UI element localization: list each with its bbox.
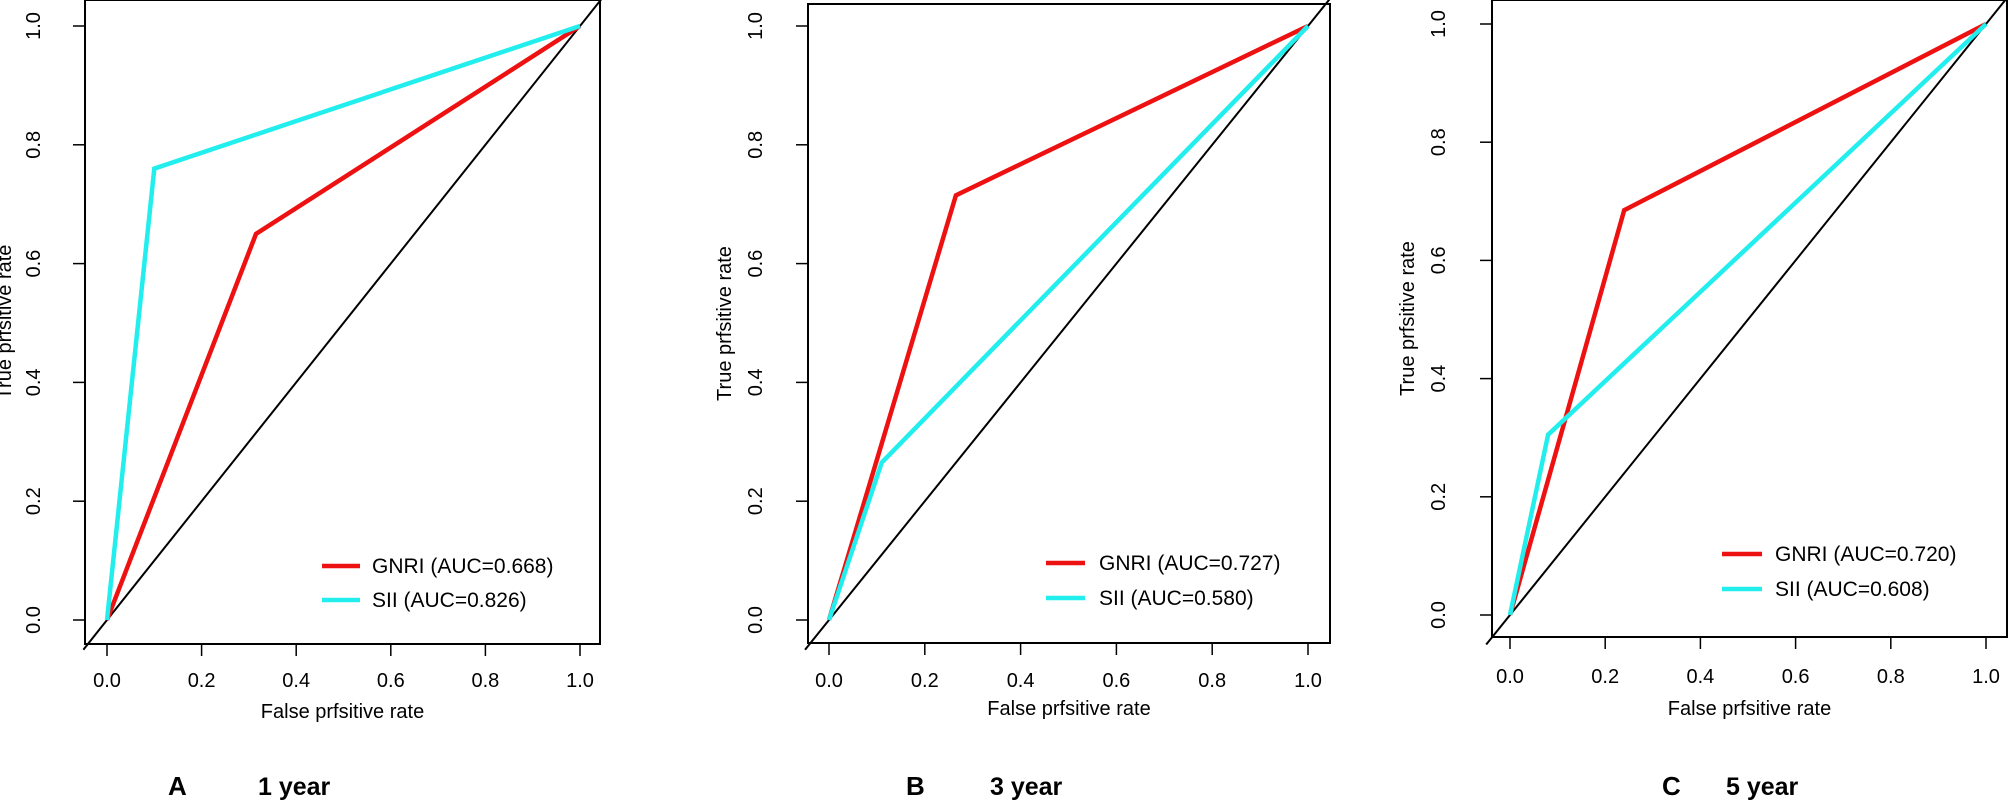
y-tick-label: 0.8 [1428,128,1450,156]
y-tick-label: 0.4 [23,368,45,396]
x-tick-label: 0.0 [93,670,121,692]
panel-caption: 5 year [1726,773,1799,801]
legend-label-sii: SII (AUC=0.580) [1099,587,1254,610]
series-line-sii [104,23,581,621]
y-tick-label: 0.2 [1428,483,1450,511]
series-line-sii [1507,22,1988,616]
plot-frame [1491,0,2008,638]
x-tick-label: 0.4 [1007,670,1035,692]
x-tick-label: 0.4 [282,670,310,692]
x-tick-label: 0.2 [911,670,939,692]
y-tick-label: 0.0 [23,606,45,634]
y-tick-label: 0.0 [1428,601,1450,629]
x-tick-label: 1.0 [566,670,594,692]
y-tick-label: 0.8 [23,131,45,159]
x-tick-label: 0.2 [188,670,216,692]
y-axis-title: True prfsitive rate [0,245,16,400]
x-axis-title: False prfsitive rate [261,701,424,723]
y-tick-label: 1.0 [23,12,45,40]
reference-diagonal-line [1485,0,2007,646]
y-tick-label: 0.6 [23,250,45,278]
y-tick-label: 0.2 [23,487,45,515]
x-tick-label: 0.6 [377,670,405,692]
legend-label-sii: SII (AUC=0.608) [1775,578,1930,601]
x-tick-label: 0.8 [471,670,499,692]
y-tick-label: 1.0 [745,12,767,40]
panel-letter: B [906,771,925,801]
series-line-gnri [104,24,582,621]
legend-label-gnri: GNRI (AUC=0.668) [372,555,553,578]
y-tick-label: 1.0 [1428,10,1450,38]
series-line-sii [826,24,1310,621]
series-line-gnri [1507,21,1988,616]
x-tick-label: 0.8 [1877,666,1905,688]
x-tick-label: 0.6 [1782,666,1810,688]
series-line-gnri [826,23,1309,621]
y-tick-label: 0.4 [1428,365,1450,393]
plot-frame [84,0,601,645]
x-tick-label: 0.2 [1591,666,1619,688]
panel-c: 0.0 0.2 0.4 0.6 0.8 1.0 0.0 0.2 0.4 0.6 0.8 1.0 Fals… [1397,0,2008,801]
x-axis-title: False prfsitive rate [987,698,1150,720]
y-tick-label: 0.2 [745,487,767,515]
panel-caption: 3 year [990,773,1063,801]
y-tick-label: 0.6 [745,250,767,278]
reference-diagonal-line [82,0,602,651]
x-axis-title: False prfsitive rate [1668,698,1831,720]
legend-label-gnri: GNRI (AUC=0.727) [1099,552,1280,575]
panel-caption: 1 year [258,773,331,801]
reference-diagonal-line [804,0,1331,651]
x-tick-label: 0.6 [1102,670,1130,692]
panel-b: 0.0 0.2 0.4 0.6 0.8 1.0 0.0 0.2 0.4 0.6 0.8 1.0 Fals… [714,0,1331,801]
panel-letter: A [168,771,187,801]
y-tick-label: 0.0 [745,606,767,634]
panel-letter: C [1662,771,1681,801]
y-axis-title: True prfsitive rate [1397,241,1419,396]
x-tick-label: 0.0 [815,670,843,692]
y-axis-title: True prfsitive rate [714,246,736,401]
x-tick-label: 0.8 [1198,670,1226,692]
y-tick-label: 0.6 [1428,246,1450,274]
y-tick-label: 0.8 [745,131,767,159]
x-tick-label: 1.0 [1294,670,1322,692]
legend-label-gnri: GNRI (AUC=0.720) [1775,543,1956,566]
x-tick-label: 1.0 [1972,666,2000,688]
x-tick-label: 0.0 [1496,666,1524,688]
y-tick-label: 0.4 [745,368,767,396]
x-tick-label: 0.4 [1686,666,1714,688]
plot-frame [807,3,1331,644]
legend-label-sii: SII (AUC=0.826) [372,589,527,612]
panel-a: 0.0 0.2 0.4 0.6 0.8 1.0 0.0 0.2 0.4 0.6 0.8 1.0 Fals… [0,0,602,801]
